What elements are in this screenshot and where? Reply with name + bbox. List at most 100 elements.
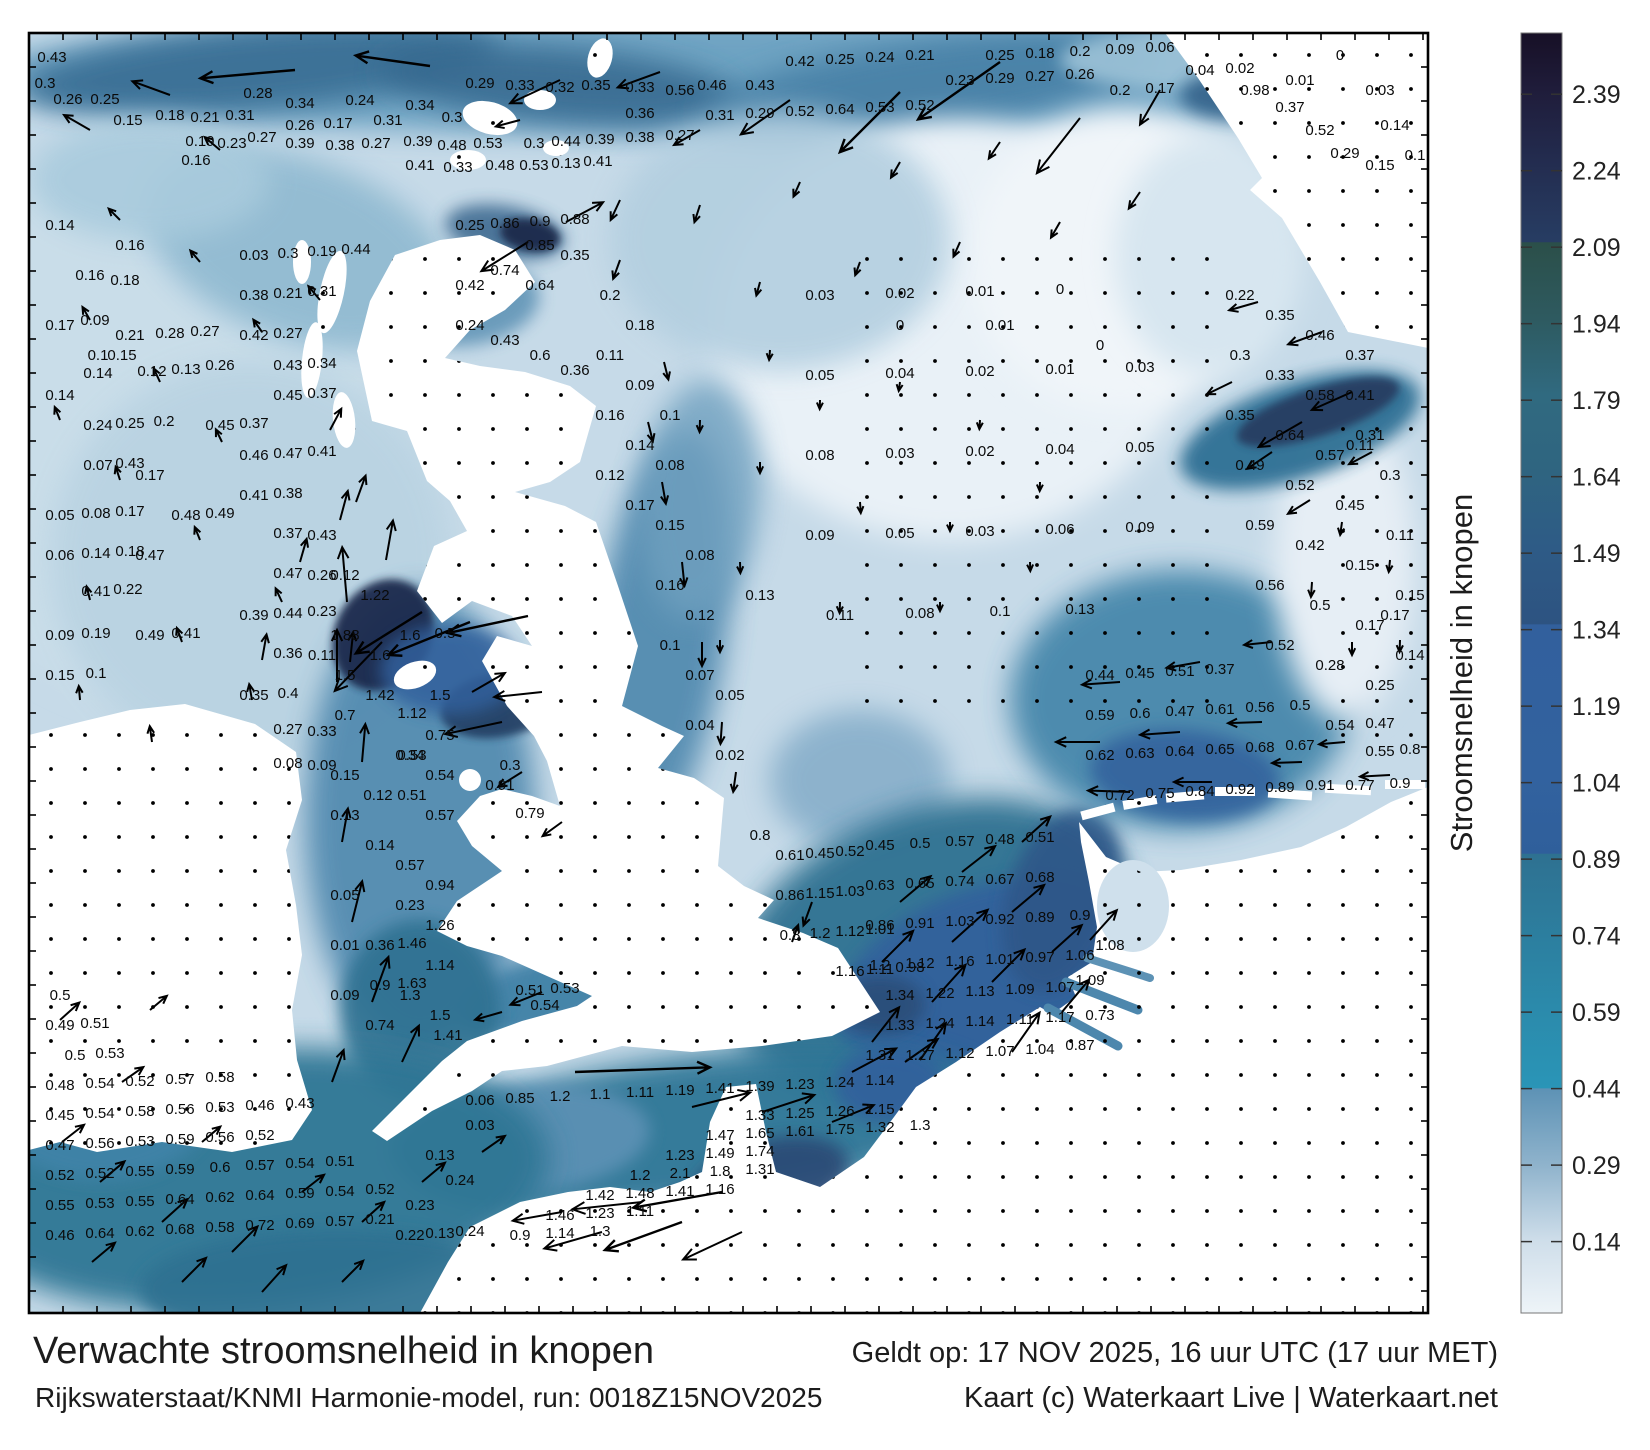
speed-value-label: 0.21 xyxy=(190,109,219,126)
speed-value-label: 0.46 xyxy=(45,1227,74,1244)
speed-value-label: 1.33 xyxy=(745,1107,774,1124)
speed-value-label: 0.61 xyxy=(1205,701,1234,718)
current-arrow xyxy=(835,601,844,616)
current-arrow xyxy=(691,1088,753,1108)
speed-value-label: 0.23 xyxy=(945,72,974,89)
speed-value-label: 0.98 xyxy=(1240,82,1269,99)
speed-value-label: 1.22 xyxy=(360,587,389,604)
current-arrow xyxy=(1035,117,1081,176)
current-arrow xyxy=(1164,661,1201,672)
speed-value-label: 0.57 xyxy=(945,833,974,850)
current-arrow xyxy=(1035,481,1044,494)
speed-value-label: 0.54 xyxy=(285,1155,314,1172)
current-arrow xyxy=(274,586,283,603)
speed-value-label: 1.14 xyxy=(865,1072,894,1089)
speed-value-label: 0.43 xyxy=(285,1095,314,1112)
speed-value-label: 0.27 xyxy=(1025,68,1054,85)
map-frame xyxy=(27,31,1430,1315)
speed-value-label: 0.53 xyxy=(205,1099,234,1116)
speed-value-label: 0.39 xyxy=(239,607,268,624)
speed-value-label: 0.19 xyxy=(81,625,110,642)
speed-value-label: 0.23 xyxy=(395,897,424,914)
speed-value-label: 0.03 xyxy=(805,287,834,304)
speed-value-label: 0.37 xyxy=(307,385,336,402)
speed-value-label: 0.52 xyxy=(835,843,864,860)
speed-value-label: 0.91 xyxy=(1305,777,1334,794)
speed-value-label: 0.12 xyxy=(685,607,714,624)
speed-value-label: 0.11 xyxy=(308,647,336,664)
current-arrow xyxy=(481,1134,507,1153)
speed-value-label: 1.11 xyxy=(626,1203,654,1220)
speed-value-label: 0.59 xyxy=(1085,707,1114,724)
colorbar-tick-label: 1.34 xyxy=(1572,617,1621,645)
speed-value-label: 0.37 xyxy=(1275,99,1304,116)
current-arrow xyxy=(260,632,270,661)
colorbar-label: Stroomsnelheid in knopen xyxy=(1444,493,1479,853)
speed-value-label: 0.72 xyxy=(1105,787,1134,804)
speed-value-label: 1.16 xyxy=(835,963,864,980)
speed-value-label: 0.05 xyxy=(885,525,914,542)
speed-value-label: 0.2 xyxy=(1070,43,1091,60)
speed-value-label: 0.54 xyxy=(425,767,454,784)
speed-value-label: 0.91 xyxy=(485,777,514,794)
speed-value-label: 0.3 xyxy=(278,245,299,262)
speed-value-label: 1.07 xyxy=(1045,979,1074,996)
current-arrow xyxy=(1011,883,1046,913)
speed-value-label: 0.03 xyxy=(885,445,914,462)
speed-value-label: 0.09 xyxy=(1105,41,1134,58)
map-interior: 0.430.30.26 0.250.15 0.18 0.21 0.310.19 0.230… xyxy=(29,33,1428,1313)
speed-value-label: 0.53 xyxy=(865,99,894,116)
speed-value-label: 0.26 xyxy=(53,91,82,108)
speed-value-label: 0.52 xyxy=(1285,477,1314,494)
current-arrow xyxy=(837,91,901,155)
current-arrow xyxy=(84,584,93,601)
speed-value-label: 0.94 xyxy=(425,877,454,894)
speed-value-label: 0.35 xyxy=(581,77,610,94)
speed-value-label: 0.45 xyxy=(865,837,894,854)
speed-value-label: 0.28 xyxy=(155,325,184,342)
current-arrow xyxy=(761,1092,817,1113)
speed-value-label: 0.41 xyxy=(307,443,336,460)
speed-value-label: 0.41 xyxy=(583,153,612,170)
current-arrow xyxy=(1085,785,1131,797)
current-arrow xyxy=(146,723,155,743)
colorbar-ticks: 2.39 2.24 2.09 1.94 1.79 1.64 1.49 1.34 1.19 1.04… xyxy=(1521,81,1621,1257)
speed-value-label: 1.6 xyxy=(400,627,421,644)
current-arrow xyxy=(951,908,990,943)
current-arrow xyxy=(615,71,661,90)
speed-value-label: 1.2 xyxy=(810,925,831,942)
speed-value-label: 1.75 xyxy=(825,1121,854,1138)
speed-value-label: 0.34 xyxy=(307,355,336,372)
current-arrow xyxy=(1256,421,1303,449)
speed-value-label: 1.3 xyxy=(400,987,421,1004)
current-arrow xyxy=(574,1060,713,1075)
current-arrow xyxy=(107,207,121,221)
speed-value-label: 0.1 xyxy=(660,407,681,424)
current-arrow xyxy=(81,304,91,321)
speed-value-label: 0.9 xyxy=(510,1227,531,1244)
speed-value-label: 0.74 xyxy=(365,1017,394,1034)
speed-value-label: 1.14 xyxy=(545,1225,574,1242)
current-arrow xyxy=(442,721,503,738)
speed-value-label: 0.64 xyxy=(1275,427,1304,444)
speed-value-label: 0.45 xyxy=(273,387,302,404)
speed-value-label: 0.24 xyxy=(445,1172,474,1189)
current-arrow xyxy=(1226,301,1259,313)
map-title: Verwachte stroomsnelheid in knopen xyxy=(33,1330,655,1372)
speed-value-label: 1.33 xyxy=(885,1017,914,1034)
current-arrow xyxy=(1127,191,1141,211)
speed-value-label: 0.61 xyxy=(775,847,804,864)
speed-value-label: 1.12 xyxy=(835,923,864,940)
current-arrow xyxy=(915,61,1001,121)
current-arrow xyxy=(299,536,310,563)
speed-value-label: 0.36 xyxy=(365,937,394,954)
speed-value-label: 0.17 xyxy=(323,115,352,132)
speed-value-label: 1.15 xyxy=(805,885,834,902)
speed-value-label: 0.29 xyxy=(985,70,1014,87)
current-arrow xyxy=(975,419,984,432)
speed-value-label: 0.12 xyxy=(330,567,359,584)
speed-value-label: 0.29 xyxy=(1330,145,1359,162)
current-arrow xyxy=(692,204,701,225)
current-arrow xyxy=(542,1231,603,1252)
speed-value-label: 1.16 xyxy=(945,953,974,970)
